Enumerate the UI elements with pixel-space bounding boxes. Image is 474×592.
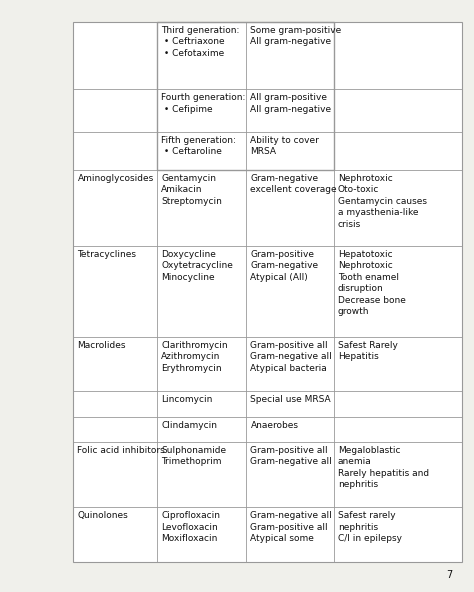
Text: Gram-positive all
Gram-negative all
Atypical bacteria: Gram-positive all Gram-negative all Atyp… (250, 341, 332, 373)
Text: Gram-positive all
Gram-negative all: Gram-positive all Gram-negative all (250, 446, 332, 466)
Text: Gentamycin
Amikacin
Streptomycin: Gentamycin Amikacin Streptomycin (161, 174, 222, 205)
Text: Nephrotoxic
Oto-toxic
Gentamycin causes
a myasthenia-like
crisis: Nephrotoxic Oto-toxic Gentamycin causes … (338, 174, 427, 229)
Text: Lincomycin: Lincomycin (161, 395, 212, 404)
Text: Safest rarely
nephritis
C/I in epilepsy: Safest rarely nephritis C/I in epilepsy (338, 511, 402, 543)
Text: Gram-negative
excellent coverage: Gram-negative excellent coverage (250, 174, 337, 194)
Text: Special use MRSA: Special use MRSA (250, 395, 331, 404)
Text: 7: 7 (446, 570, 452, 580)
Text: Safest Rarely
Hepatitis: Safest Rarely Hepatitis (338, 341, 398, 361)
Text: Anaerobes: Anaerobes (250, 420, 299, 430)
Text: Folic acid inhibitors: Folic acid inhibitors (77, 446, 165, 455)
Text: Tetracyclines: Tetracyclines (77, 250, 137, 259)
Text: Aminoglycosides: Aminoglycosides (77, 174, 154, 183)
Text: Ability to cover
MRSA: Ability to cover MRSA (250, 136, 319, 156)
Text: Third generation:
 • Ceftriaxone
 • Cefotaxime: Third generation: • Ceftriaxone • Cefota… (161, 26, 239, 58)
Text: Ciprofloxacin
Levofloxacin
Moxifloxacin: Ciprofloxacin Levofloxacin Moxifloxacin (161, 511, 220, 543)
Text: Gram-positive
Gram-negative
Atypical (All): Gram-positive Gram-negative Atypical (Al… (250, 250, 319, 282)
Text: Hepatotoxic
Nephrotoxic
Tooth enamel
disruption
Decrease bone
growth: Hepatotoxic Nephrotoxic Tooth enamel dis… (338, 250, 406, 316)
Text: Some gram-positive
All gram-negative: Some gram-positive All gram-negative (250, 26, 342, 46)
Text: Megaloblastic
anemia
Rarely hepatitis and
nephritis: Megaloblastic anemia Rarely hepatitis an… (338, 446, 429, 489)
Text: Clindamycin: Clindamycin (161, 420, 217, 430)
Bar (157, 22, 334, 170)
Text: Fifth generation:
 • Ceftaroline: Fifth generation: • Ceftaroline (161, 136, 236, 156)
Text: Macrolides: Macrolides (77, 341, 126, 350)
Text: Clarithromycin
Azithromycin
Erythromycin: Clarithromycin Azithromycin Erythromycin (161, 341, 228, 373)
Text: Doxycycline
Oxytetracycline
Minocycline: Doxycycline Oxytetracycline Minocycline (161, 250, 233, 282)
Text: Quinolones: Quinolones (77, 511, 128, 520)
Text: All gram-positive
All gram-negative: All gram-positive All gram-negative (250, 94, 331, 114)
Bar (73, 22, 462, 562)
Text: Sulphonamide
Trimethoprim: Sulphonamide Trimethoprim (161, 446, 226, 466)
Text: Gram-negative all
Gram-positive all
Atypical some: Gram-negative all Gram-positive all Atyp… (250, 511, 332, 543)
Text: Fourth generation:
 • Cefipime: Fourth generation: • Cefipime (161, 94, 246, 114)
